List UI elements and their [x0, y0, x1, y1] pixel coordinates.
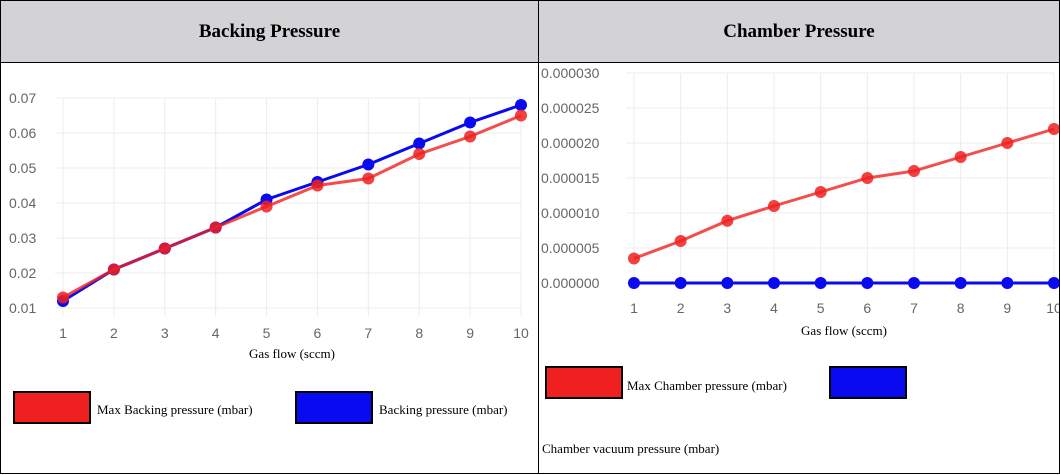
chamber-x-tick-label: 4: [770, 300, 778, 316]
chamber-data-point-1-2[interactable]: [721, 277, 734, 289]
backing-data-point-0-9[interactable]: [515, 109, 527, 122]
chamber-data-point-0-2[interactable]: [721, 214, 734, 227]
legend-label-max-backing: Max Backing pressure (mbar): [97, 402, 253, 417]
backing-pressure-chart: 0.01 0.02 0.03 0.04 0.05 0.06 0.07 1 2 3 4 5 6 7 8 9 10 G…: [9, 90, 529, 361]
chamber-y-tick-label: 0.000005: [541, 240, 600, 256]
backing-x-tick-label: 6: [314, 325, 322, 341]
chamber-data-point-0-5[interactable]: [861, 172, 874, 184]
chamber-data-point-1-7[interactable]: [954, 277, 967, 289]
backing-data-point-0-0[interactable]: [57, 291, 69, 304]
chamber-data-point-1-1[interactable]: [674, 277, 687, 289]
backing-data-point-0-8[interactable]: [464, 130, 477, 143]
backing-data-point-0-4[interactable]: [260, 200, 273, 213]
chamber-data-point-0-1[interactable]: [674, 235, 687, 247]
backing-x-tick-label: 1: [59, 325, 67, 341]
backing-data-point-0-7[interactable]: [413, 148, 426, 160]
backing-data-point-0-5[interactable]: [311, 179, 324, 192]
chamber-data-point-0-4[interactable]: [814, 186, 827, 198]
chamber-y-tick-label: 0.000020: [541, 135, 600, 151]
backing-x-tick-label: 9: [466, 325, 474, 341]
chamber-x-axis-label: Gas flow (sccm): [801, 323, 887, 338]
chamber-y-tick-label: 0.000010: [541, 205, 600, 221]
backing-data-point-1-7[interactable]: [413, 137, 426, 150]
backing-data-point-1-8[interactable]: [464, 116, 477, 129]
chamber-data-point-0-9[interactable]: [1048, 123, 1059, 135]
backing-series-line-0: [62, 114, 522, 299]
backing-data-point-0-1[interactable]: [107, 263, 120, 276]
chamber-y-tick-label: 0.000030: [541, 65, 600, 81]
chamber-x-tick-label: 5: [817, 300, 825, 316]
chamber-data-point-1-9[interactable]: [1048, 277, 1059, 289]
legend-swatch-max-backing[interactable]: [13, 391, 91, 424]
chamber-data-point-1-6[interactable]: [908, 277, 920, 289]
legend-label-max-chamber: Max Chamber pressure (mbar): [627, 378, 787, 393]
backing-pressure-panel: Backing Pressure 0.01 0.02 0.03 0.04 0.05 0.0…: [0, 0, 539, 474]
chamber-data-point-0-0[interactable]: [628, 252, 640, 265]
chamber-y-tick-label: 0.000000: [541, 275, 600, 291]
chamber-x-tick-label: 2: [677, 300, 685, 316]
backing-data-point-0-2[interactable]: [158, 242, 171, 255]
chamber-data-point-1-5[interactable]: [861, 277, 874, 289]
backing-x-tick-label: 10: [513, 325, 529, 341]
backing-y-tick-label: 0.06: [9, 125, 36, 141]
backing-x-tick-label: 3: [161, 325, 169, 341]
backing-x-tick-label: 4: [212, 325, 220, 341]
chamber-pressure-title: Chamber Pressure: [539, 1, 1059, 63]
backing-data-point-1-6[interactable]: [362, 158, 375, 171]
backing-data-point-0-6[interactable]: [362, 172, 375, 185]
backing-x-tick-label: 5: [263, 325, 271, 341]
chamber-x-tick-label: 3: [723, 300, 731, 316]
chamber-pressure-panel: Chamber Pressure 0.000000 0.000005 0.00001…: [538, 0, 1060, 474]
backing-y-tick-label: 0.03: [9, 230, 36, 246]
chamber-pressure-chart: 0.000000 0.000005 0.000010 0.000015 0.000020…: [541, 65, 1059, 338]
backing-y-tick-label: 0.01: [9, 300, 36, 316]
legend-label-chamber-vacuum: Chamber vacuum pressure (mbar): [542, 441, 720, 456]
chamber-data-point-0-7[interactable]: [954, 151, 967, 163]
chamber-data-point-1-4[interactable]: [814, 277, 827, 289]
chamber-x-tick-label: 8: [957, 300, 965, 316]
backing-x-tick-label: 2: [110, 325, 118, 341]
chamber-y-tick-label: 0.000015: [541, 170, 600, 186]
legend-swatch-chamber-vacuum[interactable]: [829, 366, 907, 399]
chamber-x-tick-label: 10: [1046, 300, 1059, 316]
chamber-x-tick-label: 7: [910, 300, 918, 316]
backing-x-axis-label: Gas flow (sccm): [249, 346, 335, 361]
chamber-data-point-0-6[interactable]: [908, 165, 920, 177]
chamber-x-tick-label: 6: [863, 300, 871, 316]
chamber-data-point-0-8[interactable]: [1001, 137, 1014, 149]
chamber-data-point-0-3[interactable]: [768, 200, 780, 212]
backing-x-tick-label: 8: [415, 325, 423, 341]
chamber-series-line-0: [633, 127, 1055, 260]
chamber-data-point-1-8[interactable]: [1001, 277, 1014, 289]
chamber-data-point-1-3[interactable]: [768, 277, 780, 289]
backing-y-tick-label: 0.02: [9, 265, 36, 281]
legend-label-backing: Backing pressure (mbar): [379, 402, 508, 417]
backing-pressure-title: Backing Pressure: [1, 1, 538, 63]
chamber-data-point-1-0[interactable]: [628, 277, 640, 289]
chamber-y-tick-label: 0.000025: [541, 100, 600, 116]
chamber-x-tick-label: 9: [1003, 300, 1011, 316]
backing-y-tick-label: 0.07: [9, 90, 36, 106]
backing-y-tick-label: 0.05: [9, 160, 36, 176]
backing-x-tick-label: 7: [364, 325, 372, 341]
chamber-x-tick-label: 1: [630, 300, 638, 316]
legend-swatch-backing[interactable]: [295, 391, 373, 424]
backing-data-point-0-3[interactable]: [209, 221, 222, 234]
legend-swatch-max-chamber[interactable]: [545, 366, 623, 399]
backing-data-point-1-9[interactable]: [515, 99, 527, 111]
backing-y-tick-label: 0.04: [9, 195, 36, 211]
